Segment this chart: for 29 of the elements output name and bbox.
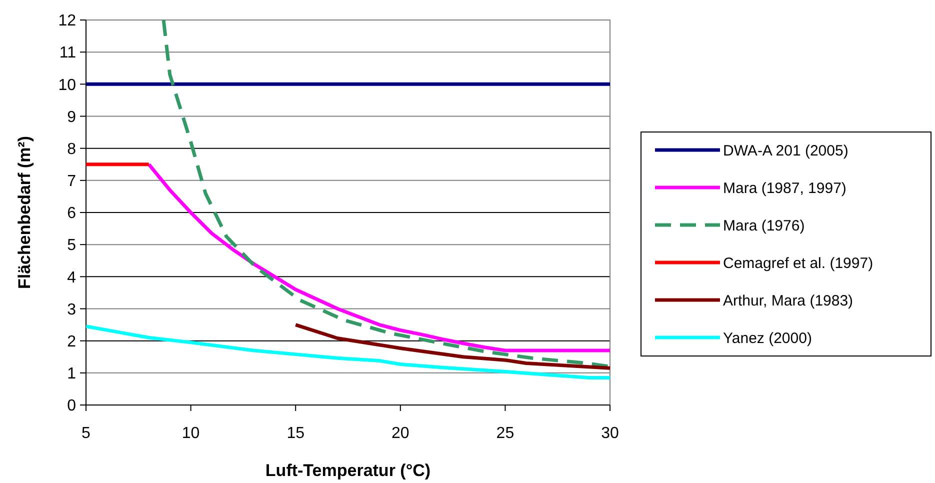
y-tick-label: 9 [67,108,76,126]
y-tick-label: 5 [67,237,76,254]
x-tick-label: 20 [392,425,410,442]
y-tick-label: 10 [58,76,76,94]
x-tick-label: 30 [601,425,619,442]
y-tick-label: 3 [67,301,76,318]
x-tick-label: 25 [496,425,514,442]
y-tick-label: 0 [67,398,76,415]
legend-label: Arthur, Mara (1983) [723,292,854,310]
legend-label: Mara (1976) [723,217,805,234]
y-tick-label: 6 [67,205,76,222]
y-tick-label: 2 [67,333,76,350]
legend-label: Cemagref et al. (1997) [723,254,874,272]
y-tick-label: 11 [59,44,76,62]
legend-label: DWA-A 201 (2005) [723,142,848,160]
y-tick-label: 4 [67,269,76,286]
x-tick-label: 10 [182,425,200,442]
x-axis-title: Luft-Temperatur (°C) [265,461,431,480]
y-tick-label: 7 [67,173,76,190]
legend-label: Yanez (2000) [723,330,812,347]
x-tick-label: 15 [286,425,305,442]
legend-label: Mara (1987, 1997) [723,180,846,197]
y-tick-label: 12 [58,12,76,30]
y-axis-title: Flächenbedarf (m²) [15,136,34,290]
y-tick-label: 1 [67,366,76,383]
line-series [294,323,612,370]
x-tick-label: 5 [82,425,91,442]
y-tick-label: 8 [67,140,76,158]
line-series [147,162,612,352]
